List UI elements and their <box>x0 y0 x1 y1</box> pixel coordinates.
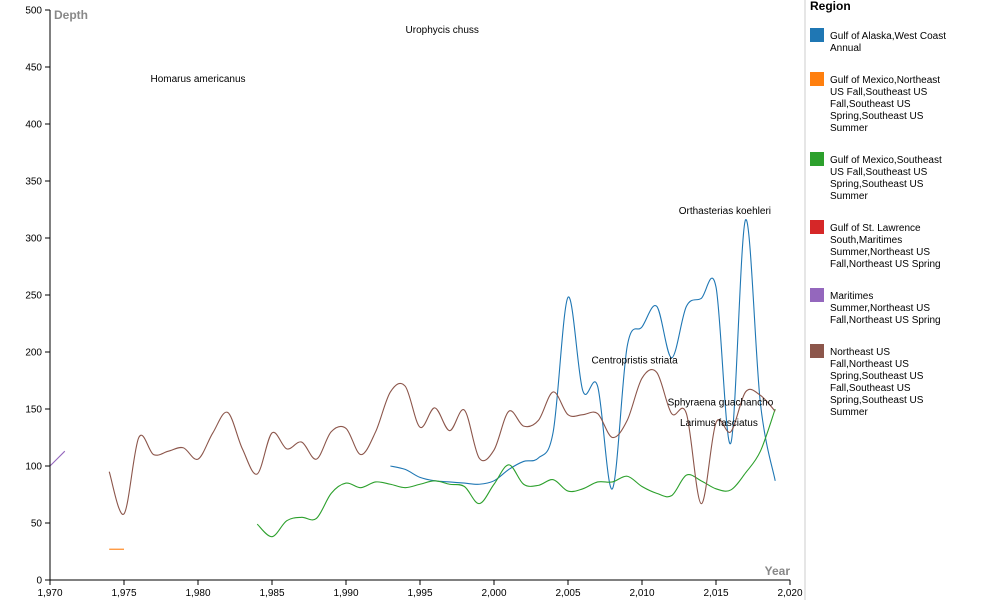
series-line-5 <box>108 369 776 515</box>
annotation-label: Sphyraena guachancho <box>668 398 774 409</box>
legend: Region Gulf of Alaska,West Coast Annual Gu… <box>810 0 946 418</box>
legend-label: Gulf of Alaska,West Coast Annual <box>830 31 946 54</box>
x-tick-label: 1,970 <box>37 588 62 599</box>
y-tick-label: 150 <box>25 405 42 416</box>
x-tick-label: 2,005 <box>555 588 580 599</box>
legend-swatch <box>810 72 824 86</box>
legend-swatch <box>810 344 824 358</box>
series-line-2 <box>256 408 776 538</box>
x-tick-label: 2,010 <box>629 588 654 599</box>
y-tick-label: 300 <box>25 234 42 245</box>
y-tick-label: 100 <box>25 462 42 473</box>
legend-swatch <box>810 288 824 302</box>
y-tick-label: 450 <box>25 63 42 74</box>
legend-item[interactable]: Gulf of Mexico,Northeast US Fall,Southeas… <box>810 72 940 134</box>
y-tick-label: 0 <box>36 576 42 587</box>
x-tick-label: 2,000 <box>481 588 506 599</box>
legend-swatch <box>810 152 824 166</box>
legend-title: Region <box>810 0 851 13</box>
y-axis-title: Depth <box>54 8 88 22</box>
legend-swatch <box>810 220 824 234</box>
legend-swatch <box>810 28 824 42</box>
legend-item[interactable]: Northeast US Fall,Northeast US Spring,Sout… <box>810 344 924 418</box>
legend-label: Maritimes Summer,Northeast US Fall,Northea… <box>830 291 941 326</box>
y-tick-label: 200 <box>25 348 42 359</box>
legend-item[interactable]: Gulf of St. Lawrence South,Maritimes Summe… <box>810 220 941 270</box>
legend-item[interactable]: Gulf of Alaska,West Coast Annual <box>810 28 946 54</box>
legend-label: Gulf of Mexico,Southeast US Fall,Southeas… <box>830 155 942 202</box>
x-tick-label: 1,995 <box>407 588 432 599</box>
y-tick-label: 250 <box>25 291 42 302</box>
annotation-label: Urophycis chuss <box>406 25 479 36</box>
x-tick-label: 2,020 <box>777 588 802 599</box>
y-tick-label: 50 <box>31 519 43 530</box>
series-line-0 <box>390 219 776 490</box>
x-tick-label: 1,980 <box>185 588 210 599</box>
series-line-4 <box>49 450 66 467</box>
axes: 0 50 100 150 200 250 300 350 400 450 500 1,970 1,975… <box>25 6 803 600</box>
annotations: Urophycis chuss Homarus americanus Orthast… <box>150 25 773 429</box>
legend-label: Gulf of St. Lawrence South,Maritimes Summe… <box>830 223 941 270</box>
legend-label: Northeast US Fall,Northeast US Spring,Sout… <box>830 347 924 418</box>
y-tick-label: 500 <box>25 6 42 17</box>
legend-item[interactable]: Gulf of Mexico,Southeast US Fall,Southeas… <box>810 152 942 202</box>
legend-item[interactable]: Maritimes Summer,Northeast US Fall,Northea… <box>810 288 941 326</box>
x-tick-label: 2,015 <box>703 588 728 599</box>
x-tick-label: 1,985 <box>259 588 284 599</box>
y-tick-label: 350 <box>25 177 42 188</box>
x-axis-title: Year <box>765 564 791 578</box>
annotation-label: Homarus americanus <box>150 74 245 85</box>
annotation-label: Larimus fasciatus <box>680 418 758 429</box>
plot-area <box>49 219 776 550</box>
x-tick-label: 1,975 <box>111 588 136 599</box>
x-tick-label: 1,990 <box>333 588 358 599</box>
legend-label: Gulf of Mexico,Northeast US Fall,Southeas… <box>830 75 940 134</box>
annotation-label: Centropristis striata <box>592 355 679 366</box>
y-tick-label: 400 <box>25 120 42 131</box>
annotation-label: Orthasterias koehleri <box>679 206 771 217</box>
